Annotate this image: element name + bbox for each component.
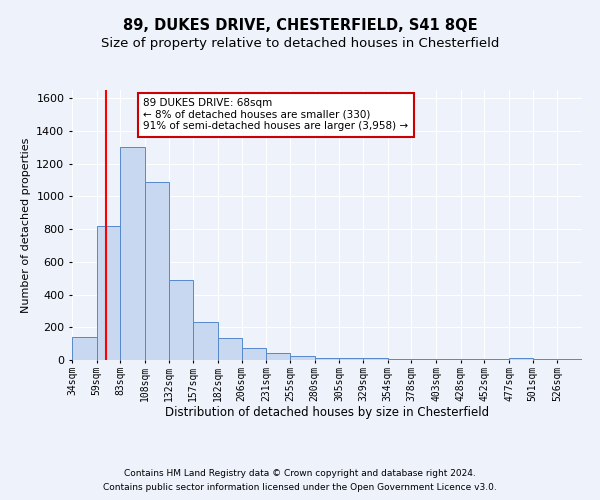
Bar [484,359,509,360]
Bar [533,359,557,360]
Bar [169,280,193,360]
Bar [436,359,461,360]
Bar [242,348,266,360]
Bar [218,338,242,360]
Bar [314,358,340,360]
Bar [97,226,121,360]
Bar [145,182,169,360]
Y-axis label: Number of detached properties: Number of detached properties [20,138,31,312]
Bar [121,148,145,360]
Bar [388,358,412,360]
Bar [290,356,314,360]
Text: 89 DUKES DRIVE: 68sqm
← 8% of detached houses are smaller (330)
91% of semi-deta: 89 DUKES DRIVE: 68sqm ← 8% of detached h… [143,98,409,132]
Text: Size of property relative to detached houses in Chesterfield: Size of property relative to detached ho… [101,38,499,51]
Text: Contains public sector information licensed under the Open Government Licence v3: Contains public sector information licen… [103,484,497,492]
Bar [557,359,582,360]
Text: Contains HM Land Registry data © Crown copyright and database right 2024.: Contains HM Land Registry data © Crown c… [124,468,476,477]
Bar [193,322,218,360]
Text: 89, DUKES DRIVE, CHESTERFIELD, S41 8QE: 89, DUKES DRIVE, CHESTERFIELD, S41 8QE [122,18,478,32]
Bar [72,337,97,360]
Bar [509,358,533,360]
Bar [266,352,290,360]
Bar [412,359,436,360]
Bar [461,359,484,360]
Bar [340,358,363,360]
Bar [363,358,388,360]
X-axis label: Distribution of detached houses by size in Chesterfield: Distribution of detached houses by size … [165,406,489,420]
